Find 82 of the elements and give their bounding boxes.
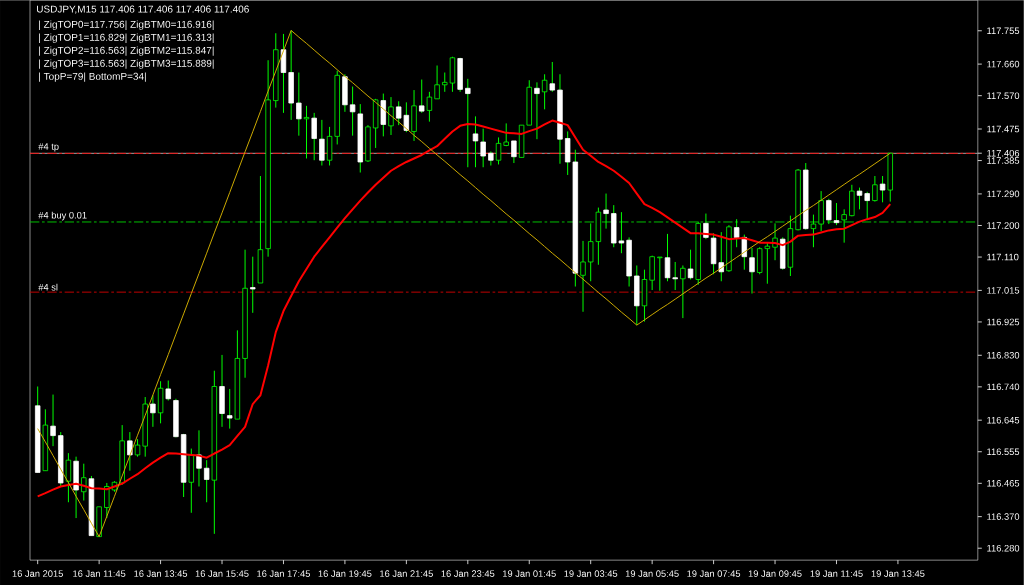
ref-line-label: #4 sl	[38, 283, 58, 291]
candlestick	[511, 140, 517, 164]
candlestick	[749, 247, 755, 294]
candlestick	[319, 119, 325, 166]
candlestick	[150, 394, 156, 428]
candlestick	[580, 240, 586, 313]
annotation: | ZigTOP3=116.563| ZigBTM3=115.889|	[39, 59, 214, 69]
x-tick-label: 16 Jan 15:45	[195, 570, 249, 577]
candlestick	[826, 198, 832, 225]
y-tick-label: 116.555	[987, 448, 1020, 455]
x-tick-label: 19 Jan 03:45	[564, 570, 618, 577]
candlestick	[703, 212, 709, 240]
candlestick	[388, 96, 394, 136]
candlestick	[50, 394, 56, 447]
candlestick	[465, 78, 471, 168]
y-tick-label: 117.406	[987, 149, 1020, 157]
x-tick-label: 19 Jan 01:45	[502, 570, 556, 577]
chart-title: USDJPY,M15 117.406 117.406 117.406 117.406	[37, 5, 249, 14]
annotation: | TopP=79| BottomP=34|	[39, 72, 146, 82]
y-tick-label: 117.660	[987, 60, 1020, 68]
x-tick-label: 16 Jan 23:45	[441, 570, 495, 577]
x-tick-label: 19 Jan 13:45	[871, 570, 925, 577]
y-tick-label: 116.830	[987, 351, 1020, 359]
x-tick-label: 16 Jan 2015	[12, 570, 63, 577]
x-tick-label: 16 Jan 21:45	[380, 570, 433, 577]
candlestick	[534, 81, 540, 140]
y-tick-label: 116.740	[987, 383, 1020, 391]
y-tick-label: 116.370	[987, 513, 1020, 520]
x-tick-label: 16 Jan 11:45	[73, 570, 126, 577]
candlestick	[472, 115, 479, 168]
candlestick	[733, 218, 740, 248]
y-tick-label: 116.280	[987, 544, 1020, 552]
y-tick-label: 117.200	[987, 222, 1020, 229]
candlestick	[434, 64, 440, 100]
candlestick	[303, 105, 310, 159]
candlestick	[81, 463, 87, 501]
y-tick-label: 117.015	[987, 287, 1020, 294]
candlestick	[856, 187, 863, 210]
candlestick	[657, 256, 663, 292]
candlestick	[541, 73, 548, 110]
y-tick-label: 117.110	[987, 253, 1019, 261]
y-tick-label: 117.570	[987, 92, 1020, 99]
y-tick-label: 116.465	[987, 479, 1020, 487]
y-tick-label: 116.645	[987, 416, 1020, 424]
candlestick	[603, 192, 609, 230]
candlestick	[649, 255, 655, 291]
x-tick-label: 16 Jan 13:45	[134, 570, 188, 577]
x-tick-label: 19 Jan 11:45	[810, 570, 863, 577]
y-tick-label: 116.925	[987, 318, 1020, 326]
y-tick-label: 117.755	[987, 27, 1020, 34]
candlestick	[680, 264, 686, 319]
annotation: | ZigTOP1=116.829| ZigBTM1=116.313|	[39, 33, 214, 43]
candlestick	[480, 128, 486, 168]
ref-line-label: #4 tp	[38, 143, 59, 152]
x-tick-label: 19 Jan 05:45	[625, 570, 679, 577]
candlestick	[833, 202, 840, 226]
y-tick-label: 117.290	[987, 190, 1020, 198]
candlestick	[65, 452, 72, 503]
x-tick-label: 19 Jan 09:45	[748, 570, 802, 577]
annotation: | ZigTOP0=117.756| ZigBTM0=116.916|	[39, 20, 214, 30]
candlestick	[196, 429, 202, 487]
x-tick-label: 16 Jan 19:45	[318, 570, 372, 577]
candlestick	[250, 256, 256, 314]
candlestick	[311, 112, 317, 161]
candlestick	[426, 91, 433, 123]
candlestick	[664, 233, 671, 282]
candlestick	[810, 214, 817, 248]
y-tick-label: 117.385	[987, 157, 1020, 164]
candlestick	[841, 208, 847, 244]
candlestick	[296, 71, 302, 137]
candlestick	[672, 261, 678, 291]
annotation: | ZigTOP2=116.563| ZigBTM2=115.847|	[39, 46, 214, 56]
candlestick	[872, 175, 878, 203]
candlestick	[818, 190, 824, 232]
x-tick-label: 19 Jan 07:45	[687, 570, 741, 577]
candlestick	[349, 86, 356, 137]
ref-line-label: #4 buy 0.01	[38, 211, 87, 221]
y-tick-label: 117.475	[987, 125, 1020, 133]
candlestick	[127, 431, 133, 472]
candlestick	[495, 136, 502, 165]
x-tick-label: 16 Jan 17:45	[257, 570, 311, 577]
candlestick	[864, 191, 870, 221]
